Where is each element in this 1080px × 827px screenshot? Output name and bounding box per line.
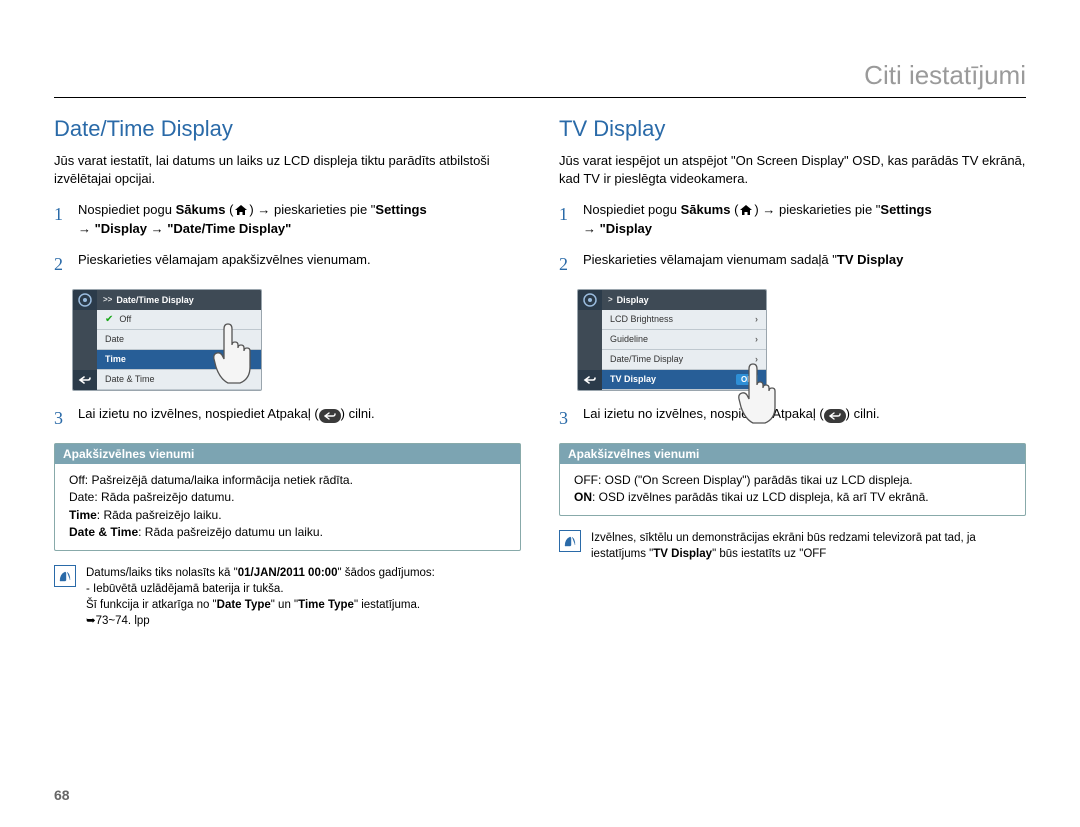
screenshot-item-label: TV Display <box>610 374 656 384</box>
submenu-box: Apakšizvēlnes vienumi OFF: OSD ("On Scre… <box>559 443 1026 516</box>
screenshot-title: Display <box>617 295 649 305</box>
step-text: ) → pieskarieties pie " <box>249 202 375 217</box>
check-icon: ✔ <box>105 314 113 325</box>
screenshot-item-label: Guideline <box>610 334 648 344</box>
left-column: Date/Time Display Jūs varat iestatīt, la… <box>54 116 521 629</box>
submenu-title: Apakšizvēlnes vienumi <box>560 444 1025 464</box>
screenshot-item-label: Date <box>105 334 124 344</box>
note-text: Datums/laiks tiks nolasīts kā "01/JAN/20… <box>86 565 435 629</box>
page-header: Citi iestatījumi <box>54 60 1026 98</box>
section-title-tv: TV Display <box>559 116 1026 142</box>
screenshot-item: ✔ Off <box>97 310 261 330</box>
screenshot-title: Date/Time Display <box>116 295 193 305</box>
step-3: 3 Lai izietu no izvēlnes, nospiediet Atp… <box>559 405 1026 431</box>
step-number: 1 <box>54 201 68 227</box>
screenshot-header: > Display <box>602 290 766 310</box>
screenshot-item: Guideline › <box>602 330 766 350</box>
screenshot-item-label: Time <box>105 354 126 364</box>
screenshot-item-label: Off <box>119 314 131 324</box>
home-icon <box>738 203 754 217</box>
screenshot-item: Date <box>97 330 261 350</box>
screenshot-item: LCD Brightness › <box>602 310 766 330</box>
step-number: 3 <box>54 405 68 431</box>
step-text: Pieskarieties vēlamajam apakšizvēlnes vi… <box>78 251 371 270</box>
step-number: 2 <box>559 251 573 277</box>
chevron-right-icon: › <box>755 314 758 324</box>
screenshot-tvdisplay: > Display LCD Brightness›Guideline›Date/… <box>577 289 1026 391</box>
step-text: ) → pieskarieties pie " <box>754 202 880 217</box>
section-title-datetime: Date/Time Display <box>54 116 521 142</box>
chevron-icon: >> <box>103 295 112 304</box>
submenu-box: Apakšizvēlnes vienumi Off: Pašreizējā da… <box>54 443 521 551</box>
chevron-icon: > <box>608 295 613 304</box>
screenshot-item: TV Display ON <box>602 370 766 390</box>
step-text: Settings <box>375 202 426 217</box>
submenu-body: Off: Pašreizējā datuma/laika informācija… <box>55 464 520 550</box>
step-text: → "Display <box>583 221 652 236</box>
step-text: Lai izietu no izvēlnes, nospiediet Atpak… <box>78 406 319 421</box>
screenshot-item-label: Date/Time Display <box>610 354 683 364</box>
back-icon <box>578 370 602 390</box>
step-text: TV Display <box>837 252 903 267</box>
back-icon <box>73 370 97 390</box>
step-number: 3 <box>559 405 573 431</box>
note-text: Izvēlnes, sīktēlu un demonstrācijas ekrā… <box>591 530 1026 562</box>
screenshot-item: Date & Time <box>97 370 261 390</box>
right-column: TV Display Jūs varat iespējot un atspējo… <box>559 116 1026 629</box>
note-icon <box>559 530 581 552</box>
intro-text: Jūs varat iespējot un atspējot "On Scree… <box>559 152 1026 187</box>
submenu-body: OFF: OSD ("On Screen Display") parādās t… <box>560 464 1025 515</box>
intro-text: Jūs varat iestatīt, lai datums un laiks … <box>54 152 521 187</box>
page-number: 68 <box>54 787 70 803</box>
step-text: Nospiediet pogu <box>583 202 681 217</box>
screenshot-datetime: >> Date/Time Display ✔ Off Date Time <box>72 289 521 391</box>
mode-icon <box>578 290 602 310</box>
screenshot-item: Time <box>97 350 261 370</box>
step-3: 3 Lai izietu no izvēlnes, nospiediet Atp… <box>54 405 521 431</box>
step-2: 2 Pieskarieties vēlamajam vienumam sadaļ… <box>559 251 1026 277</box>
chevron-right-icon: › <box>755 354 758 364</box>
submenu-title: Apakšizvēlnes vienumi <box>55 444 520 464</box>
step-text: ( <box>730 202 738 217</box>
mode-icon <box>73 290 97 310</box>
on-badge: ON <box>736 374 758 385</box>
step-text: ( <box>225 202 233 217</box>
note-box: Izvēlnes, sīktēlu un demonstrācijas ekrā… <box>559 530 1026 562</box>
back-icon <box>824 409 846 423</box>
note-icon <box>54 565 76 587</box>
step-text: Sākums <box>681 202 731 217</box>
step-text: ) cilni. <box>846 406 880 421</box>
screenshot-item-label: LCD Brightness <box>610 314 673 324</box>
step-number: 1 <box>559 201 573 227</box>
step-text: ) cilni. <box>341 406 375 421</box>
step-2: 2 Pieskarieties vēlamajam apakšizvēlnes … <box>54 251 521 277</box>
screenshot-item: Date/Time Display › <box>602 350 766 370</box>
chevron-right-icon: › <box>755 334 758 344</box>
home-icon <box>233 203 249 217</box>
step-number: 2 <box>54 251 68 277</box>
step-text: Settings <box>880 202 931 217</box>
screenshot-header: >> Date/Time Display <box>97 290 261 310</box>
step-1: 1 Nospiediet pogu Sākums ( ) → pieskariet… <box>54 201 521 239</box>
step-text: → "Display → "Date/Time Display" <box>78 221 291 236</box>
back-icon <box>319 409 341 423</box>
step-1: 1 Nospiediet pogu Sākums ( ) → pieskariet… <box>559 201 1026 239</box>
step-text: Nospiediet pogu <box>78 202 176 217</box>
step-text: Lai izietu no izvēlnes, nospiediet Atpak… <box>583 406 824 421</box>
step-text: Sākums <box>176 202 226 217</box>
note-box: Datums/laiks tiks nolasīts kā "01/JAN/20… <box>54 565 521 629</box>
screenshot-item-label: Date & Time <box>105 374 155 384</box>
step-text: Pieskarieties vēlamajam vienumam sadaļā … <box>583 252 837 267</box>
